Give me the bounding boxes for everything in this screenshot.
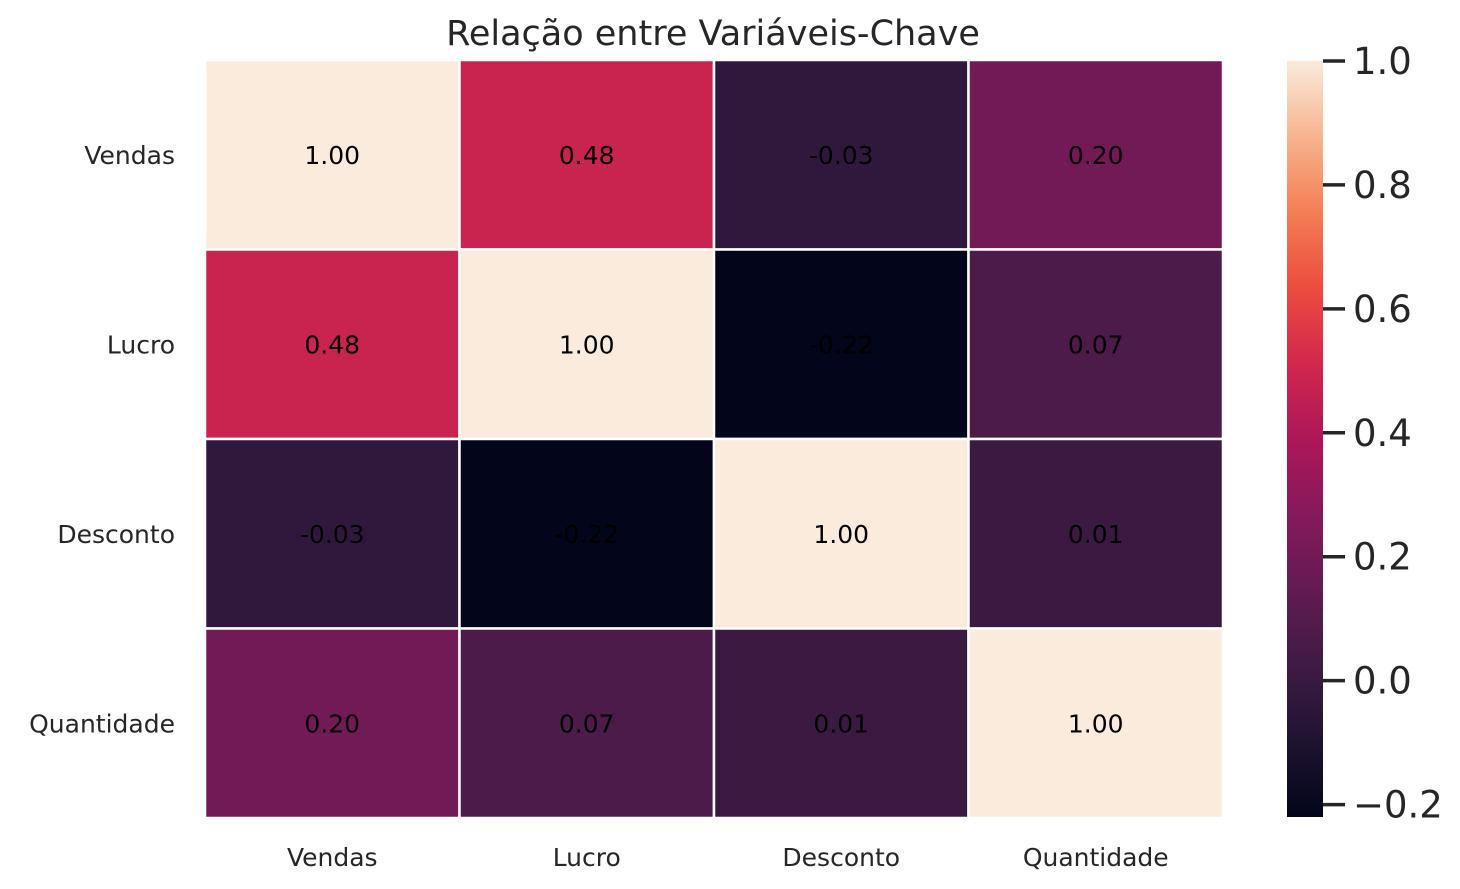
colorbar: −0.2 0.0 0.2 0.4 0.6 0.8 1.0 — [1287, 40, 1443, 827]
cell-value-label: 0.48 — [304, 330, 360, 359]
cell-value-label: -0.22 — [809, 330, 874, 359]
cell-value-label: 0.20 — [1068, 141, 1124, 170]
cell-value-label: 1.00 — [304, 141, 360, 170]
cell-value-label: 0.01 — [1068, 520, 1124, 549]
cell-value-label: 1.00 — [1068, 709, 1124, 738]
cell-value-label: -0.03 — [300, 520, 365, 549]
cell-value-label: 0.07 — [1068, 330, 1124, 359]
colorbar-tick-label: 1.0 — [1353, 40, 1412, 83]
cell-value-label: 0.01 — [813, 709, 869, 738]
heatmap-cell — [203, 627, 461, 820]
heatmap-cell — [458, 248, 716, 441]
x-axis-tick-labels: Vendas Lucro Desconto Quantidade — [287, 843, 1169, 872]
y-tick-label: Desconto — [57, 520, 175, 549]
chart-title: Relação entre Variáveis-Chave — [446, 14, 980, 54]
heatmap-cell — [203, 58, 461, 251]
x-tick-label: Quantidade — [1023, 843, 1169, 872]
colorbar-tick-label: 0.6 — [1353, 288, 1412, 331]
y-tick-label: Vendas — [84, 141, 175, 170]
colorbar-ticks: −0.2 0.0 0.2 0.4 0.6 0.8 1.0 — [1323, 40, 1443, 827]
cell-value-label: -0.03 — [809, 141, 874, 170]
cell-value-label: 1.00 — [813, 520, 869, 549]
heatmap-cells: 1.00 0.48 -0.03 0.20 0.48 1.00 -0.22 0.07 -0.03 -… — [203, 58, 1225, 820]
heatmap-cell — [967, 627, 1225, 820]
x-tick-label: Desconto — [782, 843, 900, 872]
cell-value-label: 0.20 — [304, 709, 360, 738]
cell-value-label: 0.48 — [559, 141, 615, 170]
colorbar-tick-label: 0.2 — [1353, 536, 1412, 579]
heatmap-cell — [967, 58, 1225, 251]
cell-value-label: -0.22 — [554, 520, 619, 549]
heatmap-cell — [967, 248, 1225, 441]
heatmap-cell — [458, 627, 716, 820]
colorbar-tick-label: 0.8 — [1353, 164, 1412, 207]
x-tick-label: Lucro — [553, 843, 621, 872]
y-axis-tick-labels: Vendas Lucro Desconto Quantidade — [29, 141, 175, 739]
y-tick-label: Quantidade — [29, 709, 175, 738]
heatmap-cell — [712, 627, 970, 820]
heatmap-cell — [967, 437, 1225, 630]
colorbar-gradient — [1287, 61, 1323, 817]
heatmap-cell — [458, 58, 716, 251]
colorbar-tick-label: −0.2 — [1353, 784, 1443, 827]
cell-value-label: 1.00 — [559, 330, 615, 359]
y-tick-label: Lucro — [107, 330, 175, 359]
heatmap-cell — [458, 437, 716, 630]
cell-value-label: 0.07 — [559, 709, 615, 738]
colorbar-tick-label: 0.0 — [1353, 660, 1412, 703]
colorbar-tick-label: 0.4 — [1353, 412, 1412, 455]
heatmap-cell — [203, 248, 461, 441]
heatmap-cell — [712, 58, 970, 251]
x-tick-label: Vendas — [287, 843, 378, 872]
